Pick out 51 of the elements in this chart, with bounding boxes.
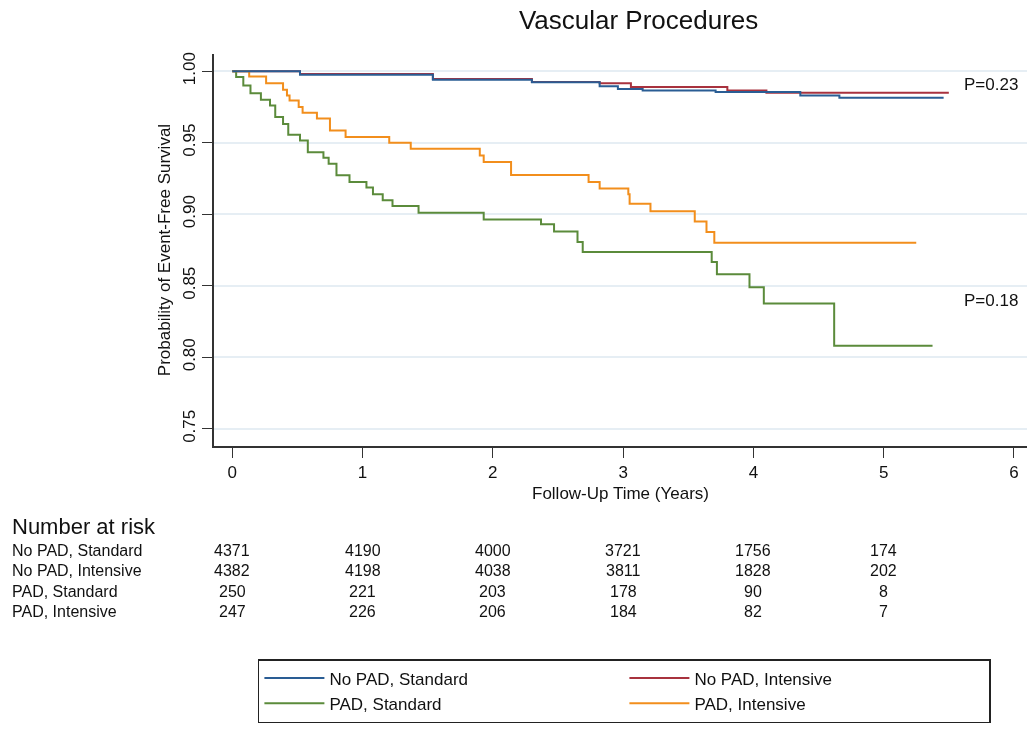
y-tick-label: 0.75 xyxy=(180,409,200,443)
text: 7 xyxy=(879,603,888,620)
y-tick-label: 1.00 xyxy=(180,52,200,86)
annotation: P=0.23 xyxy=(964,75,1019,94)
y-tick-label: 0.95 xyxy=(180,123,200,157)
text: PAD, Intensive xyxy=(12,603,117,620)
text: 1828 xyxy=(735,562,771,579)
x-tick-label: 0 xyxy=(227,463,237,483)
y-tick-label: 0.90 xyxy=(180,195,200,229)
text: 202 xyxy=(870,562,897,579)
x-tick-label: 2 xyxy=(488,463,498,483)
x-tick-label: 6 xyxy=(1009,463,1019,483)
text: 206 xyxy=(479,603,506,620)
legend-label: No PAD, Standard xyxy=(329,669,468,689)
x-tick-label: 5 xyxy=(878,463,889,483)
text: 226 xyxy=(349,603,376,620)
legend-label: No PAD, Intensive xyxy=(694,669,833,689)
text: 3811 xyxy=(606,562,641,579)
text: 1756 xyxy=(735,542,771,559)
text: No PAD, Intensive xyxy=(12,562,142,579)
legend-label: PAD, Standard xyxy=(329,694,442,714)
text: 203 xyxy=(479,583,506,600)
text: 184 xyxy=(610,603,637,620)
text: 221 xyxy=(349,583,376,600)
legend-label: PAD, Intensive xyxy=(694,694,806,714)
text: 4371 xyxy=(214,542,250,559)
x-tick-label: 1 xyxy=(357,463,368,483)
chart-title: Vascular Procedures xyxy=(518,5,759,36)
text: 4198 xyxy=(345,562,381,579)
text: 8 xyxy=(879,583,888,600)
text: 178 xyxy=(610,583,637,600)
text: PAD, Standard xyxy=(12,583,118,600)
y-tick-label: 0.80 xyxy=(180,338,200,372)
text: 4382 xyxy=(214,562,250,579)
text: 82 xyxy=(744,603,762,620)
text: 4038 xyxy=(475,562,511,579)
x-tick-label: 3 xyxy=(618,463,628,483)
text: 4190 xyxy=(345,542,381,559)
x-axis-title: Follow-Up Time (Years) xyxy=(532,484,709,504)
text: 4000 xyxy=(475,542,511,559)
text: No PAD, Standard xyxy=(12,542,143,559)
text: 247 xyxy=(219,603,246,620)
x-tick-label: 4 xyxy=(748,463,759,483)
annotation: P=0.18 xyxy=(964,291,1019,310)
y-axis-title: Probability of Event-Free Survival xyxy=(154,123,174,377)
text: Number at risk xyxy=(12,514,157,539)
text: 90 xyxy=(744,583,762,600)
text: 174 xyxy=(870,542,897,559)
text: 250 xyxy=(219,583,246,600)
text: 3721 xyxy=(605,542,641,559)
y-tick-label: 0.85 xyxy=(180,266,200,300)
